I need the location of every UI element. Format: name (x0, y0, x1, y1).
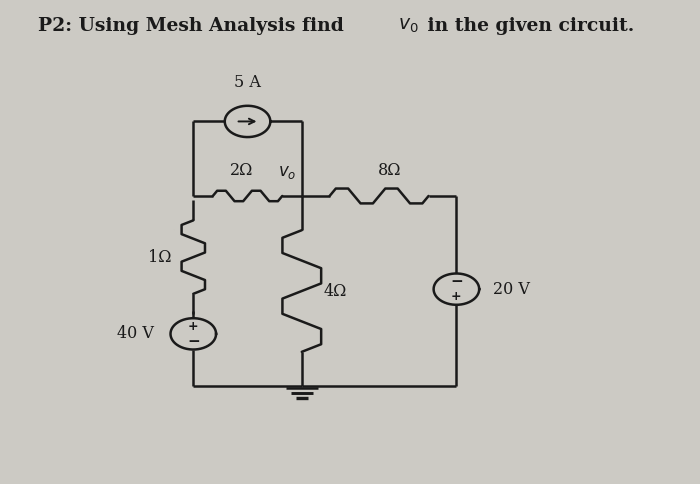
Text: 4Ω: 4Ω (323, 283, 347, 300)
Text: P2: Using Mesh Analysis find: P2: Using Mesh Analysis find (38, 17, 351, 35)
Text: 5 A: 5 A (234, 74, 261, 91)
Text: 2Ω: 2Ω (230, 162, 254, 179)
Text: 8Ω: 8Ω (378, 162, 402, 179)
Text: +: + (188, 319, 199, 333)
Text: in the given circuit.: in the given circuit. (421, 17, 635, 35)
Text: −: − (187, 334, 199, 349)
Text: +: + (451, 290, 462, 303)
Text: 40 V: 40 V (118, 325, 154, 342)
Text: 20 V: 20 V (493, 281, 530, 298)
Text: $\mathit{v}_{\mathit{0}}$: $\mathit{v}_{\mathit{0}}$ (398, 17, 418, 35)
Text: −: − (450, 274, 463, 289)
Text: 1Ω: 1Ω (148, 249, 172, 266)
Text: $\it{v}_o$: $\it{v}_o$ (278, 163, 296, 181)
